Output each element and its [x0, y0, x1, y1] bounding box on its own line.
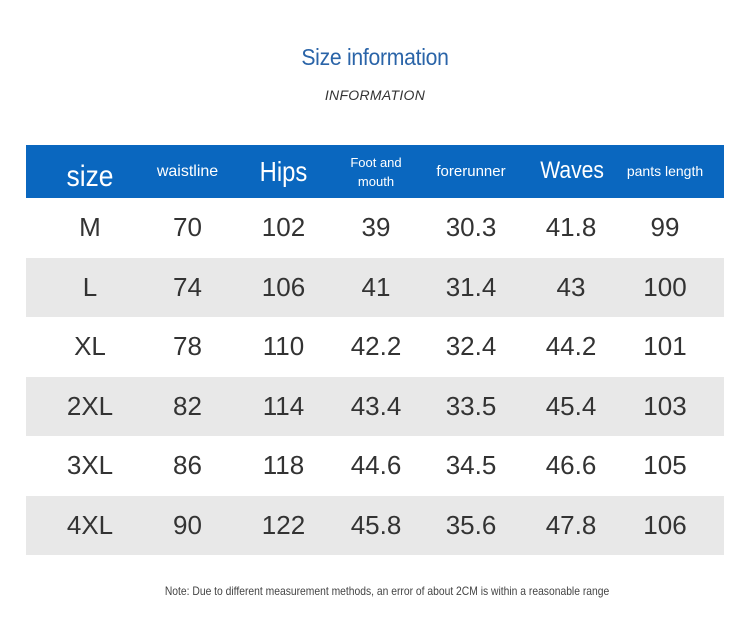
- cell-waistline: 82: [173, 390, 202, 421]
- table-row: XL 78 110 42.2 32.4 44.2 101: [26, 317, 724, 377]
- cell-forerunner: 30.3: [445, 212, 497, 243]
- table-header: size waistline Hips Foot and mouth forer…: [26, 145, 724, 198]
- cell-waistline: 78: [173, 331, 202, 362]
- cell-pants-length: 103: [643, 390, 687, 421]
- cell-waistline: 90: [173, 509, 202, 540]
- table-row: 3XL 86 118 44.6 34.5 46.6 105: [26, 436, 724, 496]
- cell-size: M: [79, 212, 101, 243]
- page-title: Size information: [301, 44, 449, 70]
- cell-hips: 102: [261, 212, 306, 243]
- cell-pants-length: 100: [643, 271, 687, 302]
- cell-foot-and-mouth: 44.6: [350, 450, 402, 481]
- cell-forerunner: 31.4: [445, 271, 497, 302]
- table-row: M 70 102 39 30.3 41.8 99: [26, 198, 724, 258]
- page-subtitle: INFORMATION: [324, 87, 426, 103]
- cell-size: L: [82, 271, 98, 302]
- cell-size: 3XL: [66, 450, 114, 481]
- cell-foot-and-mouth: 42.2: [350, 331, 402, 362]
- cell-hips: 122: [261, 509, 306, 540]
- header-pants-length: pants length: [626, 163, 704, 180]
- cell-waistline: 86: [173, 450, 202, 481]
- cell-pants-length: 105: [643, 450, 687, 481]
- cell-size: XL: [74, 331, 106, 362]
- cell-forerunner: 35.6: [445, 509, 497, 540]
- cell-waves: 43: [556, 271, 586, 302]
- size-table: size waistline Hips Foot and mouth forer…: [26, 145, 724, 555]
- cell-waves: 45.4: [545, 390, 597, 421]
- cell-hips: 106: [261, 271, 306, 302]
- cell-waves: 41.8: [545, 212, 597, 243]
- cell-waves: 44.2: [545, 331, 597, 362]
- cell-waves: 47.8: [545, 509, 597, 540]
- table-row: 2XL 82 114 43.4 33.5 45.4 103: [26, 376, 724, 436]
- cell-forerunner: 34.5: [445, 450, 497, 481]
- cell-size: 4XL: [66, 509, 114, 540]
- header-waves: Waves: [540, 157, 604, 185]
- cell-pants-length: 106: [643, 509, 687, 540]
- table-row: L 74 106 41 31.4 43 100: [26, 257, 724, 317]
- cell-pants-length: 99: [650, 212, 680, 243]
- cell-hips: 110: [262, 331, 305, 362]
- cell-foot-and-mouth: 41: [361, 271, 391, 302]
- header-waistline: waistline: [156, 162, 219, 180]
- cell-size: 2XL: [66, 390, 114, 421]
- cell-waistline: 74: [173, 271, 202, 302]
- cell-waves: 46.6: [545, 450, 597, 481]
- measurement-note: Note: Due to different measurement metho…: [164, 584, 610, 598]
- header-foot-and-mouth: Foot and mouth: [350, 154, 402, 189]
- cell-foot-and-mouth: 39: [361, 212, 391, 243]
- cell-hips: 118: [262, 450, 305, 481]
- table-row: 4XL 90 122 45.8 35.6 47.8 106: [26, 495, 724, 555]
- cell-forerunner: 33.5: [445, 390, 497, 421]
- header-forerunner: forerunner: [436, 162, 506, 180]
- cell-foot-and-mouth: 45.8: [350, 509, 402, 540]
- cell-waistline: 70: [173, 212, 202, 243]
- header-hips: Hips: [259, 155, 308, 187]
- header-size: size: [66, 159, 114, 193]
- cell-hips: 114: [262, 390, 305, 421]
- cell-forerunner: 32.4: [445, 331, 497, 362]
- cell-foot-and-mouth: 43.4: [350, 390, 402, 421]
- cell-pants-length: 101: [643, 331, 687, 362]
